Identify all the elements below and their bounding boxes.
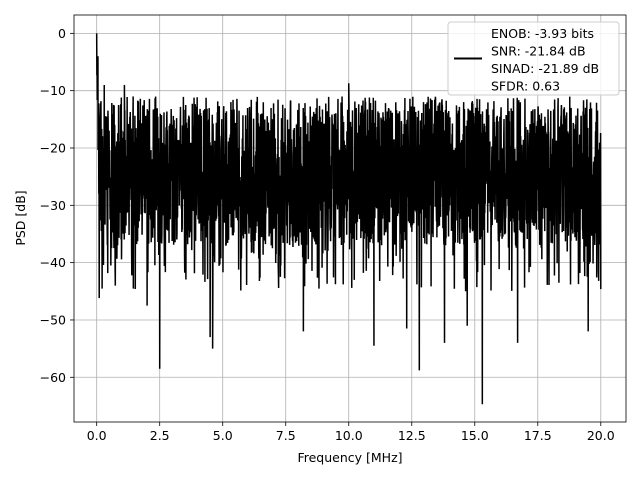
x-tick-label: 20.0 xyxy=(587,428,615,443)
plot-frame xyxy=(73,14,627,423)
y-tick-label: −40 xyxy=(40,255,66,270)
y-tick-label: −60 xyxy=(40,370,66,385)
legend-label: ENOB: -3.93 bits SNR: -21.84 dB SINAD: -21… xyxy=(491,26,599,94)
legend-line-text: SFDR: 0.63 xyxy=(491,79,560,94)
y-tick-label: −50 xyxy=(40,312,66,327)
x-tick-label: 17.5 xyxy=(524,428,552,443)
y-tick-label: −20 xyxy=(40,140,66,155)
x-tick-label: 12.5 xyxy=(398,428,426,443)
y-tick-label: −10 xyxy=(40,83,66,98)
x-tick-label: 2.5 xyxy=(150,428,170,443)
axis-ticks: 0.0 2.5 5.0 7.5 10.0 12.5 15.0 17.5 20.0 0 −10 −20 −… xyxy=(40,26,615,443)
legend-line-text: SNR: -21.84 dB xyxy=(491,44,586,59)
legend-line-text: SINAD: -21.89 dB xyxy=(491,61,599,76)
psd-series xyxy=(95,33,602,405)
y-tick-label: 0 xyxy=(58,26,66,41)
x-tick-label: 7.5 xyxy=(276,428,296,443)
x-tick-label: 5.0 xyxy=(213,428,233,443)
x-tick-label: 0.0 xyxy=(87,428,107,443)
legend-box xyxy=(447,21,620,96)
x-axis-label: Frequency [MHz] xyxy=(297,450,402,465)
y-tick-label: −30 xyxy=(40,198,66,213)
x-tick-label: 15.0 xyxy=(461,428,489,443)
x-tick-label: 10.0 xyxy=(335,428,363,443)
y-axis-label: PSD [dB] xyxy=(13,190,28,245)
psd-line xyxy=(95,33,602,405)
legend: ENOB: -3.93 bits SNR: -21.84 dB SINAD: -21… xyxy=(447,21,620,96)
legend-line-text: ENOB: -3.93 bits xyxy=(491,26,594,41)
